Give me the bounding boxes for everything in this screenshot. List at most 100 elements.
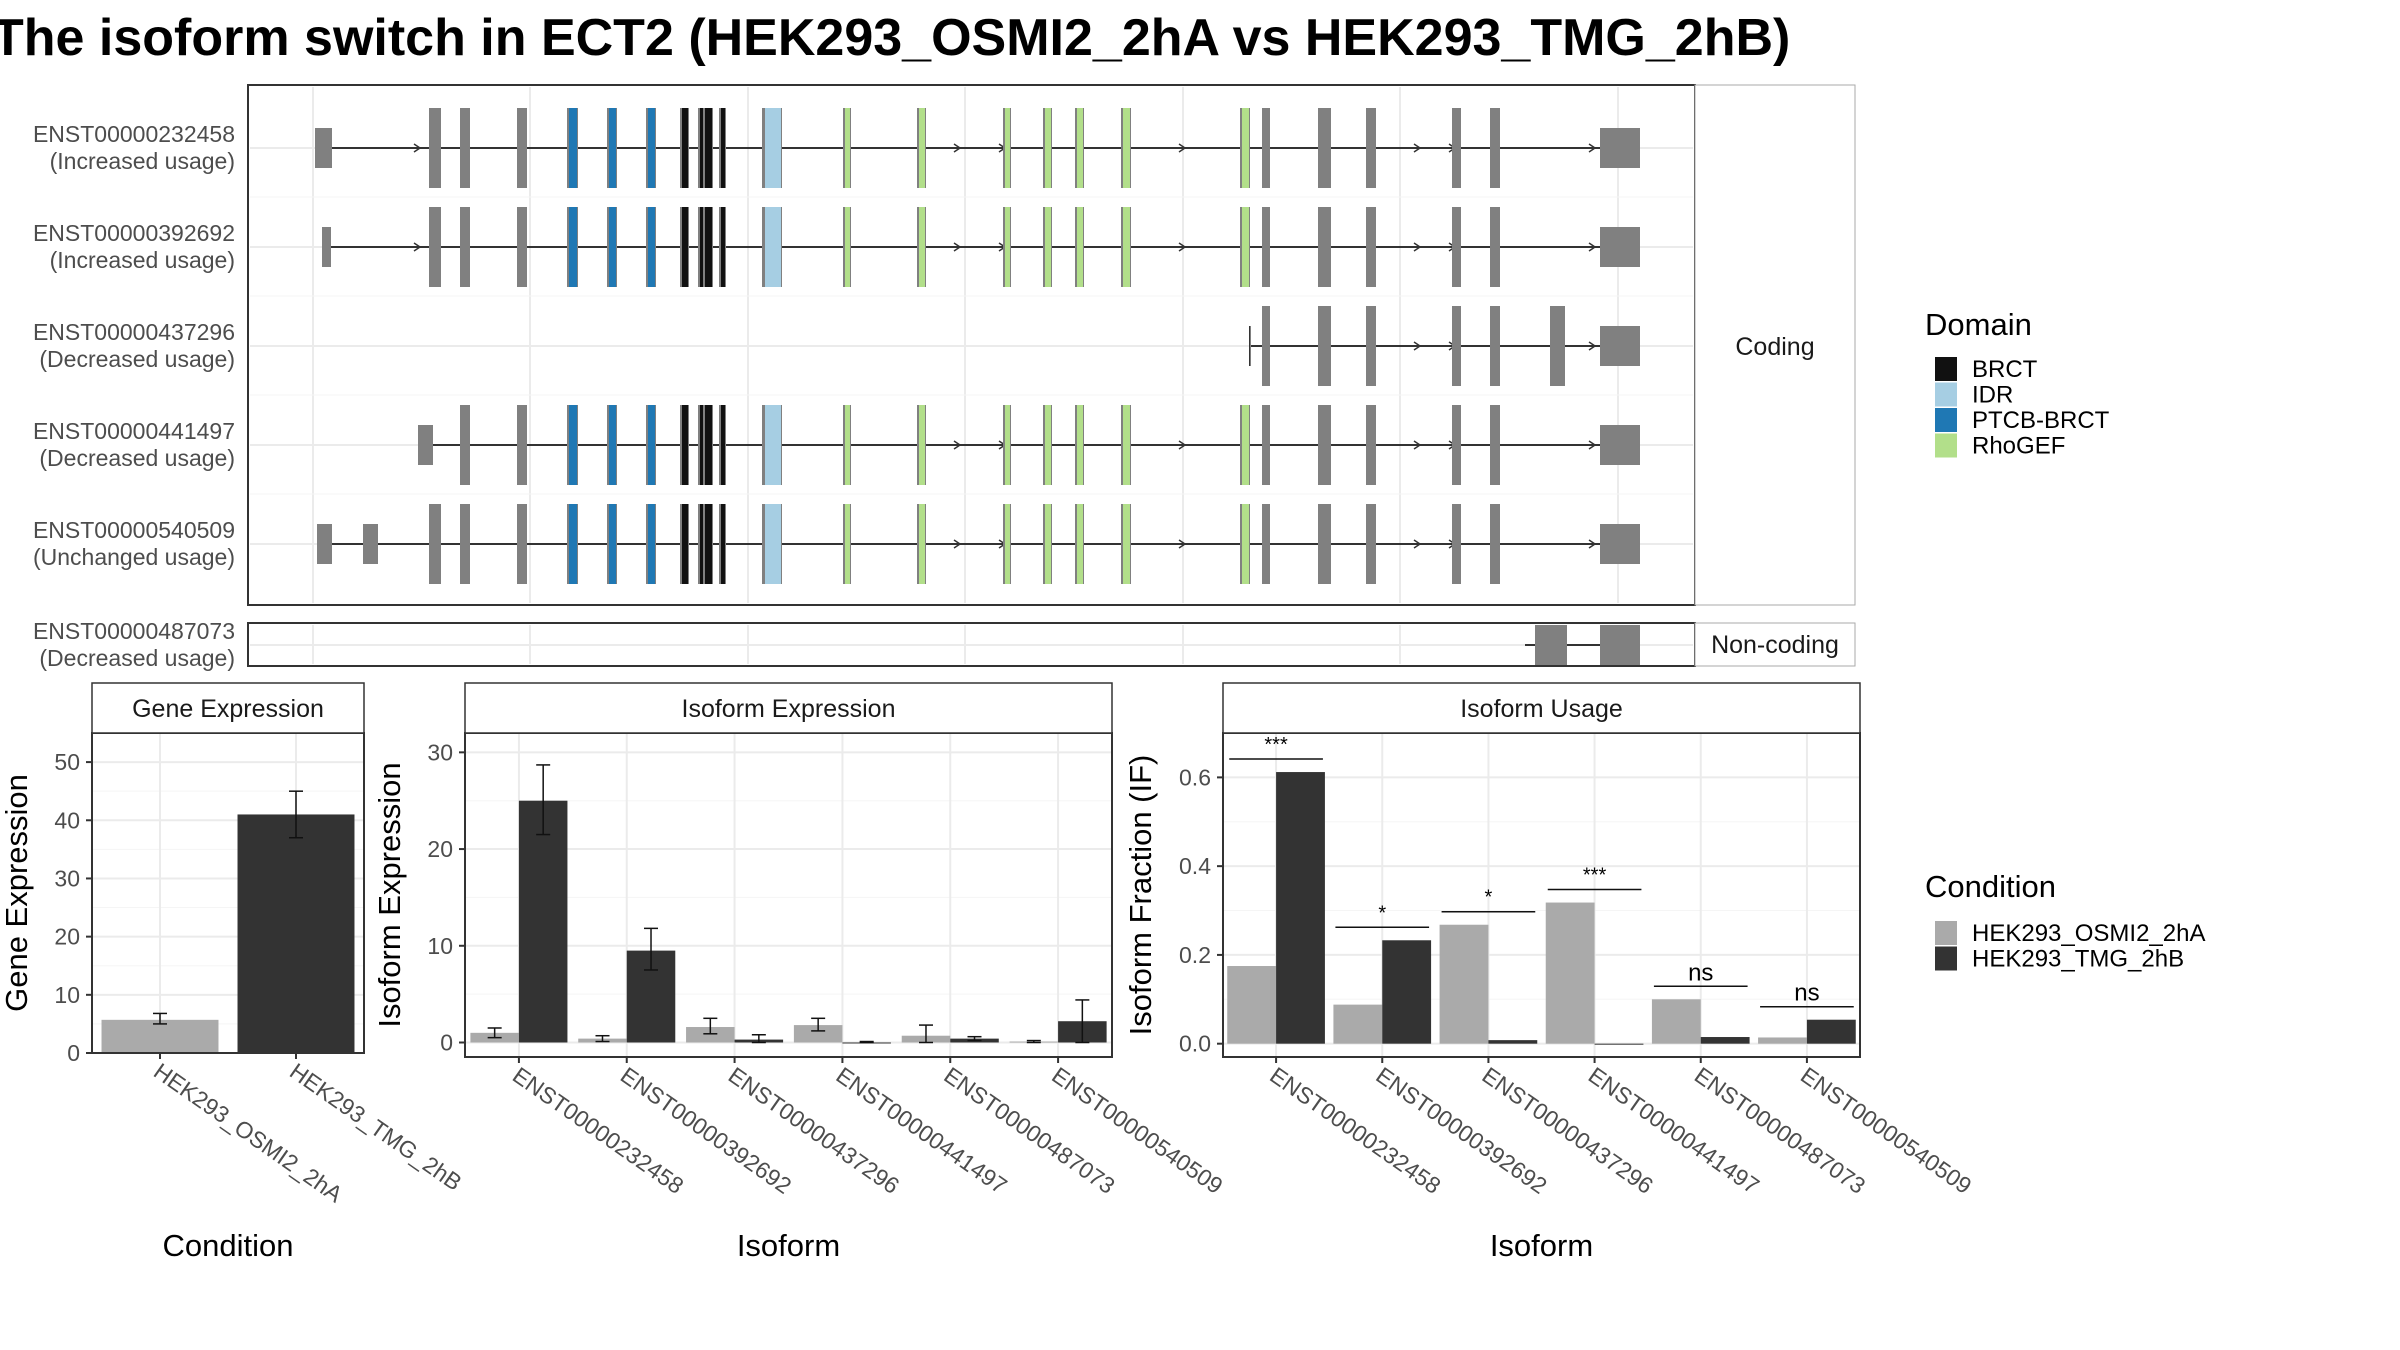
coding-exon	[460, 405, 470, 485]
domain-segment	[845, 405, 850, 485]
coding-exon	[460, 207, 470, 287]
coding-exon	[517, 108, 527, 188]
transcript-track	[315, 108, 1640, 188]
significance-label: ***	[1583, 865, 1607, 887]
transcript-id-label: ENST00000540509	[33, 517, 235, 543]
domain-segment	[1005, 108, 1010, 188]
y-tick-label: 0.2	[1179, 942, 1211, 968]
strand-arrow	[1178, 539, 1187, 549]
strand-arrow	[1588, 539, 1597, 549]
domain-legend-label: BRCT	[1972, 356, 2038, 383]
utr-exon	[1600, 227, 1640, 267]
domain-segment	[609, 504, 616, 584]
coding-exon	[1262, 504, 1270, 584]
panel-strip-title: Isoform Expression	[682, 695, 896, 723]
bar	[518, 800, 568, 1043]
domain-segment	[682, 504, 688, 584]
structure-grid	[250, 87, 1693, 664]
bar	[1758, 1037, 1807, 1044]
utr-exon	[1535, 625, 1567, 665]
coding-exon	[1366, 207, 1376, 287]
strand-arrow	[1178, 242, 1187, 252]
transcript-tracks	[315, 108, 1640, 665]
bar	[686, 1027, 735, 1043]
transcript-usage-label: (Decreased usage)	[39, 346, 235, 372]
domain-segment	[721, 405, 725, 485]
coding-exon	[1452, 108, 1461, 188]
coding-exon	[1318, 207, 1331, 287]
domain-segment	[1005, 405, 1010, 485]
y-tick-label: 10	[54, 982, 80, 1008]
domain-legend-key	[1935, 433, 1957, 458]
condition-legend-key	[1935, 921, 1957, 945]
coding-exon	[1262, 306, 1270, 386]
strand-arrow	[1413, 440, 1422, 450]
bar	[1806, 1019, 1856, 1044]
significance-label: ***	[1264, 734, 1288, 756]
domain-segment	[1005, 207, 1010, 287]
coding-exon	[1452, 405, 1461, 485]
strand-arrow	[1178, 143, 1187, 153]
transcript-usage-label: (Increased usage)	[50, 148, 235, 174]
coding-exon	[1452, 306, 1461, 386]
y-axis-title: Gene Expression	[0, 774, 34, 1012]
y-tick-label: 0	[67, 1040, 80, 1066]
y-tick-label: 40	[54, 807, 80, 833]
panel-strip-title: Gene Expression	[132, 695, 324, 723]
domain-segment	[648, 207, 655, 287]
strand-arrow	[1588, 242, 1597, 252]
plot-background	[465, 733, 1112, 1057]
strand-arrow	[1413, 242, 1422, 252]
panel-strip	[91, 682, 365, 734]
utr-exon	[1600, 425, 1640, 465]
utr-exon	[1600, 326, 1640, 366]
domain-segment	[1123, 405, 1130, 485]
utr-exon	[1600, 524, 1640, 564]
significance-label: *	[1378, 902, 1386, 924]
strand-arrow	[1178, 440, 1187, 450]
bar	[101, 1019, 219, 1053]
coding-strip	[1694, 84, 1856, 606]
coding-exon	[1366, 306, 1376, 386]
coding-exon	[1490, 108, 1500, 188]
coding-exon	[517, 504, 527, 584]
coding-exon	[1490, 405, 1500, 485]
bar	[237, 814, 355, 1053]
noncoding-strip-label: Non-coding	[1711, 631, 1839, 659]
panel-strip	[1222, 682, 1861, 734]
strand-arrow	[1413, 539, 1422, 549]
coding-exon	[1452, 504, 1461, 584]
domain-segment	[700, 207, 704, 287]
domain-segment	[1123, 504, 1130, 584]
domain-segment	[721, 108, 725, 188]
coding-exon	[1318, 504, 1331, 584]
domain-segment	[1077, 405, 1083, 485]
domain-segment	[682, 405, 688, 485]
x-tick-label: ENST00000392692	[1371, 1062, 1551, 1199]
domain-segment	[721, 504, 725, 584]
coding-exon	[1452, 207, 1461, 287]
strand-arrow	[953, 440, 962, 450]
transcript-labels: ENST00000232458(Increased usage)ENST0000…	[33, 121, 235, 671]
domain-segment	[648, 108, 655, 188]
utr-exon	[1250, 326, 1251, 366]
y-tick-label: 0.6	[1179, 764, 1211, 790]
domain-legend-title: Domain	[1925, 307, 2032, 342]
domain-segment	[1242, 207, 1249, 287]
y-tick-label: 20	[427, 836, 453, 862]
x-axis-title: Isoform	[737, 1228, 840, 1263]
domain-segment	[1077, 504, 1083, 584]
x-tick-label: ENST00000540509	[1796, 1062, 1976, 1199]
x-tick-label: ENST00000437296	[1478, 1062, 1658, 1199]
coding-strip-label: Coding	[1735, 333, 1814, 361]
bar	[1651, 999, 1701, 1044]
coding-exon	[460, 504, 470, 584]
domain-segment	[919, 504, 925, 584]
significance-label: ns	[1688, 959, 1713, 986]
y-tick-label: 0.0	[1179, 1031, 1211, 1057]
domain-segment	[700, 108, 704, 188]
domain-segment	[765, 207, 781, 287]
transcript-usage-label: (Increased usage)	[50, 247, 235, 273]
coding-exon	[1262, 207, 1270, 287]
utr-exon	[322, 227, 331, 267]
